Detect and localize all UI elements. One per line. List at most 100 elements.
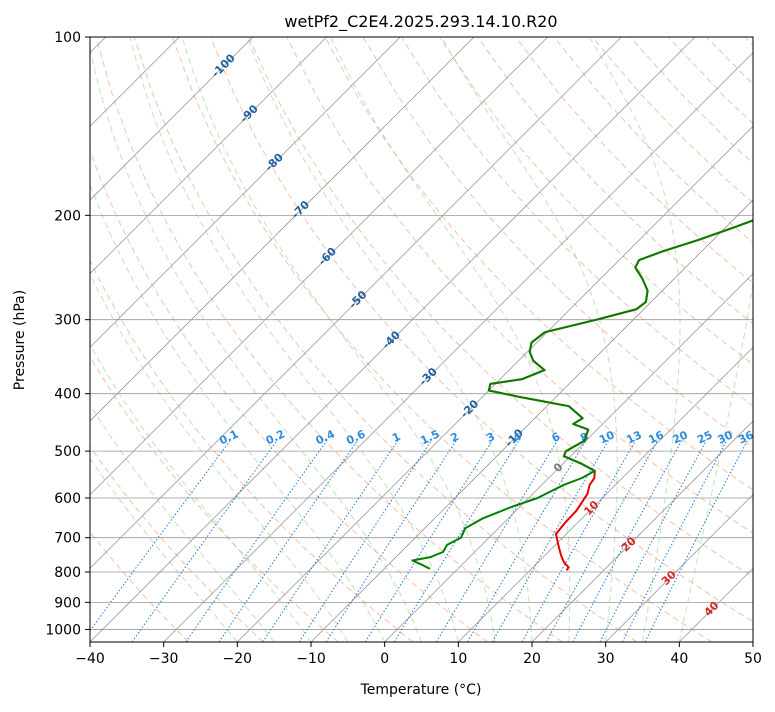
- moist-adiabat: [130, 37, 458, 642]
- y-axis-label: Pressure (hPa): [12, 290, 28, 390]
- x-tick-label: 20: [523, 651, 541, 667]
- temperature-line: [489, 37, 775, 570]
- y-tick-label: 700: [54, 531, 81, 547]
- plot-area: -100-90-80-70-60-50-40-30-20-10010203040…: [0, 37, 775, 642]
- mixing-ratio-label: 3: [485, 430, 497, 445]
- mixing-ratio-label: 10: [597, 428, 617, 446]
- mixing-ratio-line: [263, 441, 398, 642]
- x-tick-label: −30: [149, 651, 179, 667]
- mixing-ratio-label: 16: [646, 428, 666, 446]
- isotherm-label: -30: [417, 365, 440, 388]
- dry-adiabat: [0, 37, 264, 642]
- x-tick-label: 50: [744, 651, 762, 667]
- isotherm-label: 40: [702, 599, 722, 619]
- dry-adiabat: [668, 37, 775, 642]
- y-tick-label: 100: [54, 30, 81, 46]
- isotherm: [532, 37, 775, 642]
- dry-adiabat: [20, 37, 413, 642]
- x-tick-label: −10: [296, 651, 326, 667]
- isotherm-label: 30: [659, 568, 679, 588]
- moist-adiabat: [21, 37, 348, 642]
- mixing-ratio-label: 0.6: [344, 427, 367, 447]
- x-tick-label: 0: [380, 651, 389, 667]
- mixing-ratio-line: [326, 441, 456, 642]
- mixing-ratio-label: 2: [449, 430, 461, 445]
- x-axis-label: Temperature (°C): [360, 682, 482, 698]
- x-tick-label: 40: [670, 651, 688, 667]
- mixing-ratio-label: 30: [716, 428, 736, 446]
- mixing-ratio-label: 0.1: [217, 427, 240, 447]
- mixing-ratio-line: [492, 441, 608, 642]
- isotherm-label: -100: [209, 51, 238, 80]
- mixing-ratio-line: [82, 441, 231, 642]
- isotherm: [311, 37, 775, 642]
- dry-adiabat: [0, 37, 189, 642]
- mixing-ratio-label: 13: [624, 428, 643, 446]
- y-tick-label: 600: [54, 491, 81, 507]
- y-axis: 100 200 300 400 500 600 700 800 900 1000: [45, 30, 90, 638]
- dry-adiabat: [58, 37, 488, 642]
- y-tick-label: 200: [54, 208, 81, 224]
- isotherm: [679, 37, 775, 642]
- isotherm: [0, 37, 400, 642]
- dry-adiabat: [554, 37, 775, 642]
- isotherm-label: -90: [238, 102, 261, 125]
- mixing-ratio-line: [600, 441, 706, 642]
- dry-adiabat: [745, 37, 775, 642]
- mixing-ratio-line: [394, 441, 519, 642]
- mixing-ratio-label: 25: [695, 428, 714, 446]
- isotherm: [753, 37, 775, 642]
- moist-adiabat: [442, 37, 618, 642]
- moist-adiabat: [0, 37, 311, 642]
- y-tick-label: 500: [54, 444, 81, 460]
- moist-adiabat: [679, 37, 765, 642]
- y-tick-label: 300: [54, 313, 81, 329]
- mixing-ratio-line: [365, 441, 492, 642]
- dry-adiabat: [0, 37, 338, 642]
- dry-adiabat: [96, 37, 562, 642]
- isotherm: [164, 37, 769, 642]
- isotherm-label: -50: [346, 288, 369, 311]
- isotherm-label: -60: [316, 245, 339, 268]
- isotherm-label: -80: [263, 150, 286, 173]
- isotherm: [0, 37, 327, 642]
- plot-frame: [90, 37, 753, 642]
- x-tick-label: 10: [449, 651, 467, 667]
- isotherm-label: -70: [289, 198, 312, 221]
- moist-adiabat: [182, 37, 495, 642]
- x-tick-label: −20: [223, 651, 253, 667]
- isotherm: [0, 37, 474, 642]
- mixing-ratio-line: [132, 441, 277, 642]
- moist-adiabat: [0, 37, 274, 642]
- mixing-ratio-label: 1: [390, 430, 402, 445]
- mixing-ratio-label: 0.2: [264, 427, 287, 447]
- mixing-ratio-line: [645, 441, 747, 642]
- y-tick-label: 800: [54, 565, 81, 581]
- sounding-series: [412, 37, 775, 570]
- dry-adiabat: [516, 37, 775, 642]
- chart-title: wetPf2_C2E4.2025.293.14.10.R20: [284, 12, 557, 32]
- isotherm: [0, 37, 548, 642]
- mixing-ratio-line: [219, 441, 357, 642]
- y-tick-label: 400: [54, 387, 81, 403]
- isotherm: [16, 37, 621, 642]
- y-tick-label: 900: [54, 595, 81, 611]
- isotherm-label: 0: [551, 460, 566, 475]
- x-tick-label: −40: [75, 651, 105, 667]
- mixing-ratio-line: [186, 441, 327, 642]
- dewpoint-line: [412, 37, 775, 569]
- isotherm: [237, 37, 775, 642]
- isotherm-label: -40: [380, 328, 403, 351]
- dry-adiabat: [592, 37, 775, 642]
- mixing-ratio-label: 0.4: [314, 427, 337, 447]
- dry-adiabat: [211, 37, 775, 642]
- y-tick-label: 1000: [45, 622, 81, 638]
- dry-adiabat: [707, 37, 775, 642]
- isotherm: [458, 37, 775, 642]
- mixing-ratio-label: 1.5: [418, 427, 441, 447]
